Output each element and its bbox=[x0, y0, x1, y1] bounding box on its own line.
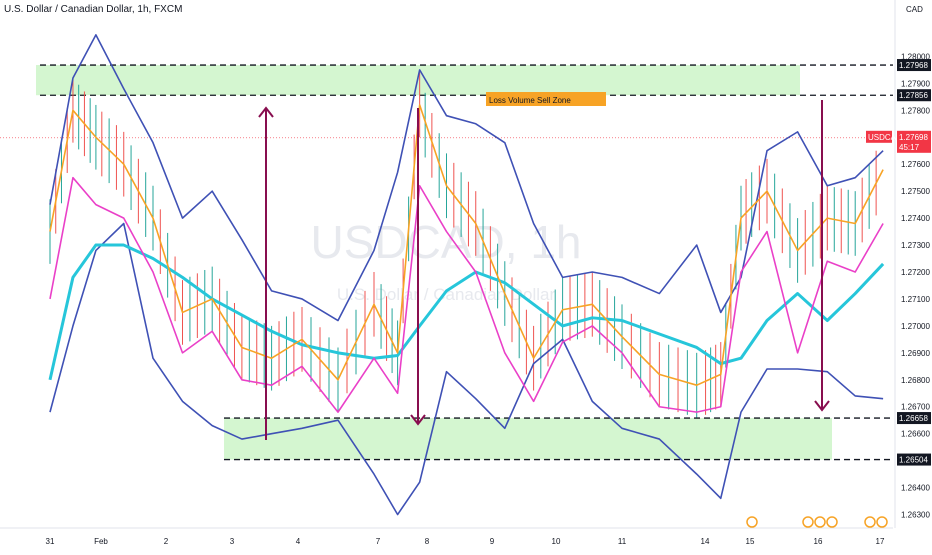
arrow-up-1-head bbox=[258, 106, 274, 118]
y-tick-label: 1.27200 bbox=[901, 268, 930, 277]
y-tick-label: 1.26600 bbox=[901, 430, 930, 439]
watermark-symbol: USDCAD, 1h bbox=[311, 216, 582, 268]
x-tick-label: 11 bbox=[618, 537, 627, 546]
price-label-text-2: 1.26658 bbox=[899, 414, 928, 423]
event-flag-icon bbox=[802, 516, 814, 528]
current-price-text: 1.27698 bbox=[899, 133, 928, 142]
arrow-down-2-head bbox=[814, 400, 830, 412]
x-tick-label: 2 bbox=[164, 537, 169, 546]
zone-label-text: Loss Volume Sell Zone bbox=[489, 96, 571, 105]
y-tick-label: 1.26300 bbox=[901, 511, 930, 520]
price-label-text-1: 1.27856 bbox=[899, 91, 928, 100]
event-flag-icon bbox=[826, 516, 838, 528]
series-ema-magenta bbox=[49, 176, 884, 413]
y-tick-label: 1.27000 bbox=[901, 322, 930, 331]
y-tick-label: 1.27300 bbox=[901, 241, 930, 250]
x-tick-label: 7 bbox=[376, 537, 381, 546]
y-tick-label: 1.27100 bbox=[901, 295, 930, 304]
x-tick-label: 14 bbox=[701, 537, 710, 546]
x-tick-label: 15 bbox=[746, 537, 755, 546]
series-bollinger-lower bbox=[49, 222, 884, 516]
current-symbol-text: USDCAD bbox=[868, 133, 902, 142]
price-label-text-0: 1.27968 bbox=[899, 61, 928, 70]
event-flag-icon bbox=[814, 516, 826, 528]
watermark-description: U.S. Dollar / Canadian Dollar bbox=[337, 285, 556, 304]
countdown-text: 45:17 bbox=[899, 143, 920, 152]
y-tick-label: 1.26700 bbox=[901, 403, 930, 412]
y-tick-label: 1.27900 bbox=[901, 79, 930, 88]
x-tick-label: 31 bbox=[46, 537, 55, 546]
y-tick-label: 1.26400 bbox=[901, 484, 930, 493]
chart-header-title: U.S. Dollar / Canadian Dollar, 1h, FXCM bbox=[4, 4, 183, 15]
zone-1 bbox=[224, 418, 832, 460]
y-tick-label: 1.27400 bbox=[901, 214, 930, 223]
price-label-box-2 bbox=[897, 412, 931, 425]
current-symbol-box bbox=[866, 130, 892, 143]
x-tick-label: 16 bbox=[814, 537, 823, 546]
series-ema-orange bbox=[49, 104, 884, 386]
x-tick-label: 8 bbox=[425, 537, 430, 546]
x-tick-label: 4 bbox=[296, 537, 301, 546]
y-tick-label: 1.27800 bbox=[901, 106, 930, 115]
price-label-box-1 bbox=[897, 89, 931, 102]
y-tick-label: 1.28000 bbox=[901, 52, 930, 61]
event-flag-icon bbox=[746, 516, 758, 528]
x-tick-label: 3 bbox=[230, 537, 235, 546]
x-tick-label: 10 bbox=[552, 537, 561, 546]
series-bollinger-upper bbox=[49, 34, 884, 322]
y-tick-label: 1.27600 bbox=[901, 160, 930, 169]
y-tick-label: 1.26800 bbox=[901, 376, 930, 385]
series-ema-cyan bbox=[48, 243, 885, 381]
x-tick-label: 9 bbox=[490, 537, 495, 546]
price-label-box-3 bbox=[897, 453, 931, 466]
y-tick-label: 1.27500 bbox=[901, 187, 930, 196]
current-price-box bbox=[897, 130, 931, 153]
price-label-text-3: 1.26504 bbox=[899, 456, 928, 465]
price-label-box-0 bbox=[897, 59, 931, 72]
x-tick-label: Feb bbox=[94, 537, 108, 546]
currency-label: CAD bbox=[906, 5, 923, 14]
arrow-down-1-head bbox=[410, 414, 426, 426]
event-flag-icon bbox=[864, 516, 876, 528]
x-tick-label: 17 bbox=[876, 537, 885, 546]
event-flag-icon bbox=[876, 516, 888, 528]
y-tick-label: 1.26900 bbox=[901, 349, 930, 358]
zone-label-bg bbox=[486, 92, 606, 106]
